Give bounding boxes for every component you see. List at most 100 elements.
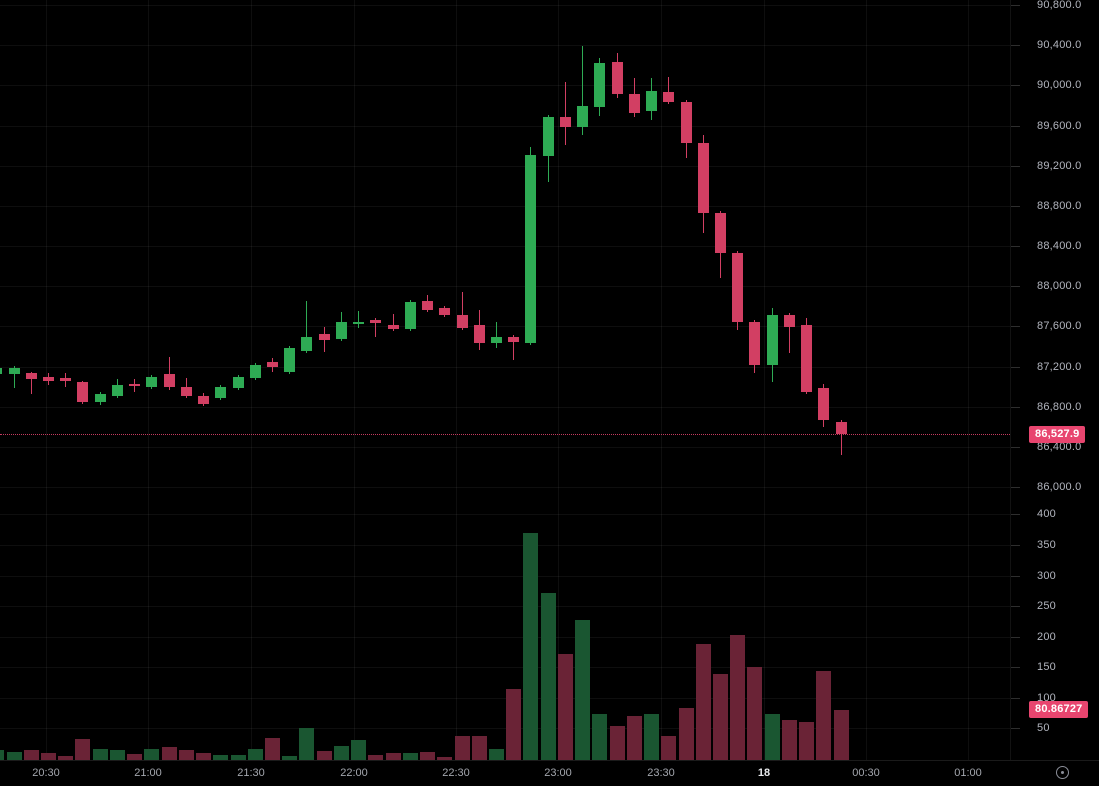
candle-body — [111, 384, 123, 397]
candle-body — [215, 387, 227, 398]
candle-wick — [513, 334, 515, 360]
time-gridline — [354, 0, 355, 760]
price-gridline — [0, 5, 1010, 7]
volume-bar — [644, 714, 660, 760]
candle-body — [439, 308, 451, 315]
candle-body — [697, 143, 709, 214]
candle-body — [353, 322, 365, 325]
time-axis-label: 20:30 — [32, 767, 60, 779]
time-gridline — [866, 0, 867, 760]
price-axis-tick — [1011, 205, 1020, 207]
price-axis-label: 89,200.0 — [1037, 159, 1082, 172]
volume-axis-tick — [1011, 575, 1020, 577]
candle-body — [749, 322, 761, 365]
price-axis-label: 87,200.0 — [1037, 360, 1082, 373]
candle-body — [680, 102, 692, 144]
candle-wick — [461, 291, 463, 330]
volume-bar — [488, 749, 504, 760]
volume-axis-label: 250 — [1037, 600, 1056, 613]
price-axis-tick — [1011, 165, 1020, 167]
volume-bar — [109, 749, 125, 760]
candle-body — [301, 336, 313, 352]
volume-axis-label: 50 — [1037, 722, 1050, 735]
price-gridline — [0, 246, 1010, 248]
volume-bar — [230, 754, 246, 760]
chart-plot[interactable] — [0, 0, 1010, 760]
volume-bar — [385, 753, 401, 760]
candle-body — [0, 368, 3, 375]
candle-body — [94, 394, 106, 402]
volume-bar — [557, 654, 573, 760]
price-axis-label: 90,400.0 — [1037, 39, 1082, 52]
candle-body — [559, 117, 571, 127]
candle-body — [232, 376, 244, 388]
volume-gridline — [0, 728, 1010, 730]
time-axis-label: 01:00 — [954, 767, 982, 779]
volume-bar — [92, 748, 108, 760]
volume-axis-label: 350 — [1037, 539, 1056, 551]
price-axis-tick — [1011, 406, 1020, 408]
candle-body — [422, 301, 434, 311]
candle-body — [714, 213, 726, 253]
price-axis-tick — [1011, 5, 1020, 7]
last-volume-badge: 80.86727 — [1029, 701, 1089, 719]
volume-gridline — [0, 667, 1010, 669]
price-axis-label: 90,800.0 — [1037, 0, 1082, 12]
volume-bar — [247, 748, 263, 760]
volume-bar — [0, 750, 5, 760]
price-gridline — [0, 406, 1010, 408]
price-gridline — [0, 85, 1010, 87]
price-axis-label: 90,000.0 — [1037, 79, 1082, 92]
candle-body — [25, 373, 37, 379]
volume-bar — [437, 756, 453, 760]
price-gridline — [0, 45, 1010, 47]
candle-wick — [168, 356, 170, 390]
candle-body — [404, 302, 416, 329]
volume-bar — [127, 754, 143, 760]
time-gridline — [764, 0, 765, 760]
candle-body — [542, 117, 554, 156]
candle-body — [783, 314, 795, 327]
price-axis-tick — [1011, 286, 1020, 288]
volume-axis-label: 400 — [1037, 508, 1056, 521]
time-gridline — [558, 0, 559, 760]
time-gridline — [661, 0, 662, 760]
volume-gridline — [0, 697, 1010, 699]
time-gridline — [968, 0, 969, 760]
time-axis-label: 21:00 — [134, 767, 162, 779]
candle-body — [60, 377, 72, 381]
candle-body — [525, 154, 537, 343]
candle-body — [163, 374, 175, 387]
time-axis-label: 23:30 — [647, 767, 675, 779]
price-axis-tick — [1011, 326, 1020, 328]
time-gridline — [456, 0, 457, 760]
volume-bar — [506, 688, 522, 760]
volume-axis-tick — [1011, 728, 1020, 730]
time-axis-label: 22:00 — [340, 767, 368, 779]
volume-bar — [420, 751, 436, 760]
candle-body — [8, 368, 20, 375]
candle-wick — [564, 81, 566, 146]
price-axis-tick — [1011, 125, 1020, 127]
timezone-settings-icon[interactable] — [1056, 766, 1069, 779]
candle-wick — [788, 312, 790, 353]
candle-body — [284, 348, 296, 373]
price-gridline — [0, 366, 1010, 368]
time-axis[interactable]: 20:30 21:00 21:30 22:00 22:30 23:00 23:30 18 00:… — [0, 760, 1099, 786]
volume-bar — [575, 620, 591, 760]
volume-bar — [144, 749, 160, 760]
price-axis-tick — [1011, 246, 1020, 248]
price-axis-label: 88,800.0 — [1037, 199, 1082, 212]
price-axis-tick — [1011, 45, 1020, 47]
volume-bar — [196, 753, 212, 760]
price-axis[interactable]: 90,800.0 90,400.0 90,000.0 89,600.0 89,200.0… — [1010, 0, 1099, 760]
volume-bar — [23, 750, 39, 760]
volume-gridline — [0, 545, 1010, 546]
volume-axis-label: 100 — [1037, 691, 1056, 704]
volume-bar — [816, 670, 832, 760]
volume-bar — [161, 747, 177, 760]
volume-bar — [178, 749, 194, 760]
time-axis-label: 23:00 — [544, 767, 572, 779]
volume-bar — [730, 634, 746, 760]
candle-body — [456, 314, 468, 328]
